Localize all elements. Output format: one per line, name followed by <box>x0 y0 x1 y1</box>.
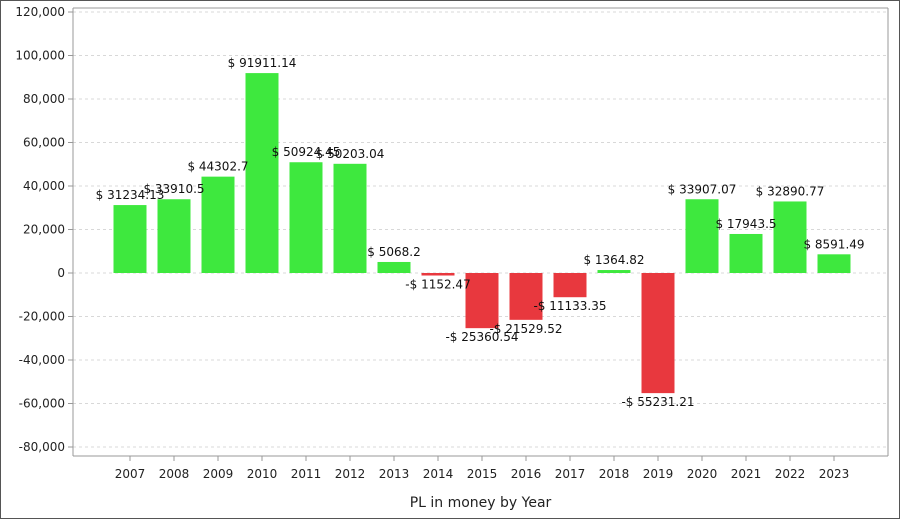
y-tick-label: 100,000 <box>15 49 65 63</box>
x-tick-label: 2020 <box>687 467 718 481</box>
data-labels: $ 31234.13$ 33910.5 $ 44302.7 $ 91911.14 $ … <box>96 56 865 409</box>
y-axis-ticks: 120,000 100,000 80,000 60,000 40,000 20,000 0 -… <box>15 5 73 454</box>
bar-2009 <box>201 176 235 273</box>
data-label: -$ 55231.21 <box>621 395 694 409</box>
y-tick-label: 80,000 <box>23 92 65 106</box>
data-label: -$ 11133.35 <box>533 299 606 313</box>
bar-2014 <box>421 273 455 276</box>
data-label: $ 8591.49 <box>803 237 864 251</box>
x-tick-label: 2016 <box>511 467 542 481</box>
x-tick-label: 2018 <box>599 467 630 481</box>
data-label: -$ 1152.47 <box>405 278 470 292</box>
data-label: $ 31234.13 <box>96 188 165 202</box>
x-tick-label: 2019 <box>643 467 674 481</box>
x-axis-ticks: 2007 2008 2009 2010 2011 2012 2013 2014 2015 2016… <box>115 456 850 481</box>
y-tick-label: 60,000 <box>23 136 65 150</box>
y-tick-label: 20,000 <box>23 223 65 237</box>
x-tick-label: 2013 <box>379 467 410 481</box>
x-tick-label: 2012 <box>335 467 366 481</box>
bars <box>113 73 851 394</box>
bar-2011 <box>289 162 323 273</box>
data-label: $ 50924.45 <box>272 145 341 159</box>
bar-2010 <box>245 73 279 274</box>
data-label: $ 91911.14 <box>228 56 297 70</box>
data-label: $ 33907.07 <box>668 182 737 196</box>
y-tick-label: -60,000 <box>19 397 65 411</box>
x-axis-title: PL in money by Year <box>410 495 552 511</box>
y-tick-label: 40,000 <box>23 179 65 193</box>
bar-2018 <box>597 270 631 273</box>
bar-2008 <box>157 199 191 273</box>
y-tick-label: -40,000 <box>19 353 65 367</box>
x-tick-label: 2007 <box>115 467 146 481</box>
x-tick-label: 2021 <box>731 467 762 481</box>
data-label: -$ 25360.54 <box>445 330 518 344</box>
x-tick-label: 2015 <box>467 467 498 481</box>
data-label: $ 17943.5 <box>715 217 776 231</box>
x-tick-label: 2010 <box>247 467 278 481</box>
x-tick-label: 2017 <box>555 467 586 481</box>
bar-2013 <box>377 261 411 273</box>
bar-2023 <box>817 254 851 273</box>
x-tick-label: 2014 <box>423 467 454 481</box>
bar-2015 <box>465 273 499 329</box>
x-tick-label: 2008 <box>159 467 190 481</box>
data-label: $ 50203.04 <box>316 147 385 161</box>
bar-2021 <box>729 233 763 273</box>
data-label: $ 44302.7 <box>187 160 248 174</box>
x-tick-label: 2022 <box>775 467 806 481</box>
bar-2022 <box>773 201 807 273</box>
x-tick-label: 2009 <box>203 467 234 481</box>
bar-2020 <box>685 199 719 273</box>
y-tick-label: 120,000 <box>15 5 65 19</box>
y-tick-label: -20,000 <box>19 310 65 324</box>
data-label: $ 33910.5 <box>143 182 204 196</box>
y-tick-label: -80,000 <box>19 440 65 454</box>
bar-2016 <box>509 273 543 320</box>
x-tick-label: 2023 <box>819 467 850 481</box>
data-label: $ 1364.82 <box>583 253 644 267</box>
data-label: $ 32890.77 <box>756 184 825 198</box>
y-tick-label: 0 <box>57 266 65 280</box>
bar-2017 <box>553 273 587 298</box>
bar-2007 <box>113 205 147 273</box>
x-tick-label: 2011 <box>291 467 322 481</box>
data-label: $ 5068.2 <box>367 245 420 259</box>
bar-2012 <box>333 163 367 273</box>
bar-2019 <box>641 273 675 394</box>
data-label: -$ 21529.52 <box>489 322 562 336</box>
